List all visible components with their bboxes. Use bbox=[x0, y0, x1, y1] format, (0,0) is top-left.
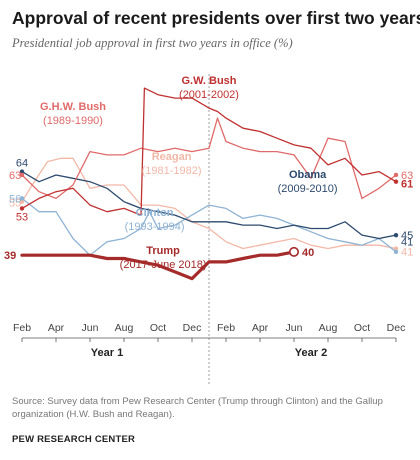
year-label: Year 2 bbox=[295, 347, 327, 359]
data-label-end-reagan: 41 bbox=[401, 247, 413, 259]
data-label-start-reagan: 55 bbox=[9, 198, 21, 210]
series-name-gw-bush: G.W. Bush bbox=[182, 75, 237, 87]
series-line-ghw-bush bbox=[21, 117, 397, 200]
data-point-start bbox=[19, 199, 25, 204]
data-point-start bbox=[19, 172, 25, 178]
data-label-end-gw-bush: 61 bbox=[401, 179, 413, 191]
series-line-reagan bbox=[21, 157, 397, 250]
series-name-trump: Trump bbox=[146, 245, 180, 257]
chart-subtitle: Presidential job approval in first two y… bbox=[12, 36, 293, 50]
data-label-end-ghw-bush: 63 bbox=[401, 170, 413, 182]
data-label-end-clinton: 41 bbox=[401, 237, 413, 249]
series-name-ghw-bush: G.H.W. Bush bbox=[40, 101, 106, 113]
series-period-clinton: (1993-1994) bbox=[125, 221, 185, 233]
series-period-obama: (2009-2010) bbox=[278, 183, 338, 195]
x-tick-label: Dec bbox=[387, 322, 406, 334]
data-label-start-obama: 64 bbox=[16, 158, 28, 170]
data-point-end bbox=[393, 246, 399, 251]
data-label-start-trump: 39 bbox=[4, 250, 16, 262]
data-point-end bbox=[393, 232, 399, 238]
year-label: Year 1 bbox=[91, 347, 123, 359]
x-tick-label: Jun bbox=[82, 322, 99, 334]
chart-title: Approval of recent presidents over first… bbox=[12, 8, 420, 28]
series-line-trump bbox=[20, 250, 296, 281]
data-label-start-gw-bush: 53 bbox=[16, 211, 28, 223]
series-period-trump: (2017-June 2018) bbox=[120, 259, 207, 271]
data-point-end bbox=[393, 249, 399, 255]
series-name-obama: Obama bbox=[289, 169, 327, 181]
series-period-gw-bush: (2001-2002) bbox=[179, 89, 239, 101]
series-line-clinton bbox=[21, 197, 397, 256]
source-note: Source: Survey data from Pew Research Ce… bbox=[12, 396, 383, 420]
x-tick-label: Apr bbox=[48, 322, 65, 334]
data-point-end bbox=[393, 172, 399, 178]
data-point-start bbox=[19, 206, 25, 211]
line-chart: Feb Apr Jun Aug Oct Dec Feb Apr Jun Aug Oct Dec Year… bbox=[4, 74, 413, 386]
series-line-gw-bush bbox=[21, 87, 397, 216]
series-name-reagan: Reagan bbox=[152, 151, 192, 163]
data-label-end-obama: 45 bbox=[401, 230, 413, 242]
x-tick-label: Feb bbox=[13, 322, 31, 334]
x-tick-label: Aug bbox=[319, 322, 338, 334]
series-period-reagan: (1981-1982) bbox=[142, 165, 202, 177]
data-label-start-clinton: 56 bbox=[9, 193, 21, 205]
brand-label: PEW RESEARCH CENTER bbox=[12, 434, 136, 445]
x-tick-label: Feb bbox=[217, 322, 235, 334]
data-point-end bbox=[393, 179, 399, 184]
data-label-start-ghw-bush: 63 bbox=[9, 170, 21, 182]
data-point-start bbox=[19, 169, 25, 174]
series-name-clinton: Clinton bbox=[136, 207, 174, 219]
x-tick-label: Aug bbox=[115, 322, 134, 334]
x-tick-label: Dec bbox=[183, 322, 202, 334]
x-tick-label: Oct bbox=[354, 322, 370, 334]
data-point-start bbox=[19, 196, 25, 201]
x-tick-label: Oct bbox=[150, 322, 166, 334]
series-line-obama bbox=[21, 170, 397, 240]
x-tick-label: Apr bbox=[252, 322, 269, 334]
series-period-ghw-bush: (1989-1990) bbox=[43, 115, 103, 127]
data-label-end-trump: 40 bbox=[302, 247, 314, 259]
data-point-trump-end bbox=[288, 246, 299, 257]
x-tick-label: Jun bbox=[286, 322, 303, 334]
